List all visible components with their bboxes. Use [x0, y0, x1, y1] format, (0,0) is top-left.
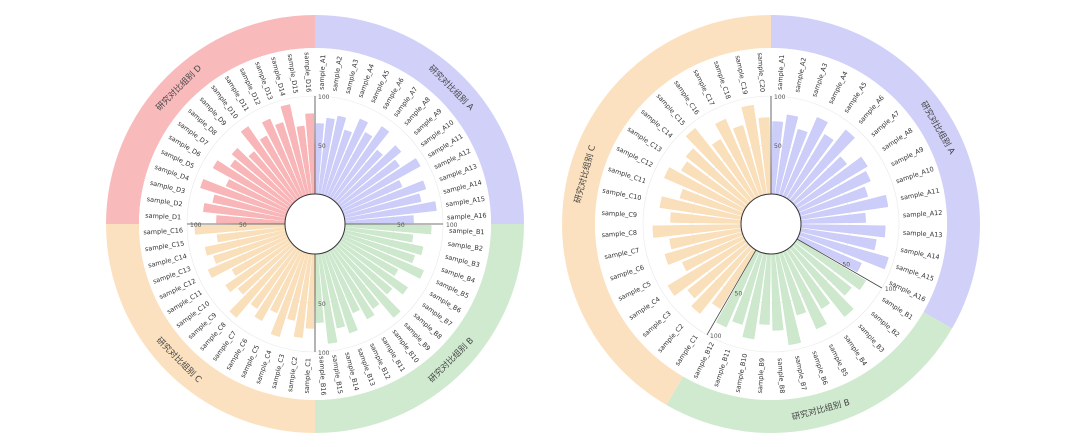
sample-label: sample_A16 — [447, 212, 487, 222]
axis-tick-label: 100 — [774, 94, 786, 101]
group-ring-segment-2 — [315, 224, 524, 433]
sample-label: sample_A1 — [776, 54, 786, 90]
sample-label: sample_B1 — [449, 227, 485, 237]
sample-label: sample_B8 — [776, 358, 786, 394]
group-ring-segment-2 — [666, 312, 952, 433]
axis-tick-label: 100 — [885, 286, 897, 293]
sample-label: sample_C9 — [601, 209, 637, 219]
group-ring-segment-1 — [315, 15, 524, 224]
axis-tick-label: 50 — [774, 143, 782, 150]
sample-label: sample_A1 — [318, 54, 328, 90]
axis-tick-label: 100 — [318, 350, 330, 357]
axis-tick-label: 50 — [735, 290, 743, 297]
axis-tick-label: 50 — [239, 222, 247, 229]
sample-label: sample_C20 — [756, 52, 767, 92]
sample-label: sample_C1 — [303, 358, 313, 394]
sample-label: sample_A13 — [903, 229, 943, 240]
group-ring-segment-1 — [771, 15, 980, 329]
axis-tick-label: 100 — [318, 94, 330, 101]
sample-label: sample_A12 — [903, 209, 943, 220]
axis-tick-label: 50 — [397, 222, 405, 229]
axis-tick-label: 100 — [190, 222, 202, 229]
sample-label: sample_D1 — [145, 212, 181, 222]
group-ring-segment-3 — [562, 15, 771, 405]
sample-label: sample_D16 — [303, 52, 313, 93]
group-ring-segment-3 — [106, 224, 315, 433]
group-divider-2 — [796, 238, 883, 289]
center-circle — [284, 193, 346, 255]
sample-label: sample_B16 — [317, 356, 327, 396]
axis-tick-label: 50 — [318, 143, 326, 150]
axis-tick-label: 50 — [318, 301, 326, 308]
group-ring-segment-4 — [106, 15, 315, 224]
axis-tick-label: 50 — [842, 262, 850, 269]
axis-tick-label: 100 — [710, 333, 722, 340]
sample-label: sample_C8 — [601, 229, 637, 239]
center-circle — [740, 193, 802, 255]
sample-label: sample_B9 — [756, 358, 766, 394]
group-divider-3 — [706, 249, 757, 336]
axis-tick-label: 100 — [446, 222, 458, 229]
sample-label: sample_C16 — [143, 226, 183, 236]
